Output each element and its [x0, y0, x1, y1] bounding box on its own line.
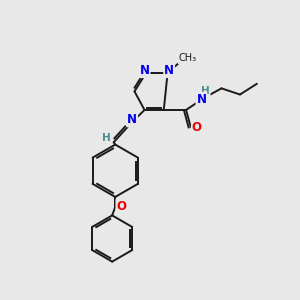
Text: H: H	[102, 133, 111, 142]
Text: N: N	[140, 64, 149, 77]
Text: O: O	[192, 121, 202, 134]
Text: N: N	[196, 93, 206, 106]
Text: CH₃: CH₃	[178, 53, 197, 63]
Text: O: O	[116, 200, 126, 213]
Text: N: N	[164, 64, 174, 77]
Text: N: N	[127, 113, 137, 126]
Text: H: H	[201, 86, 210, 96]
